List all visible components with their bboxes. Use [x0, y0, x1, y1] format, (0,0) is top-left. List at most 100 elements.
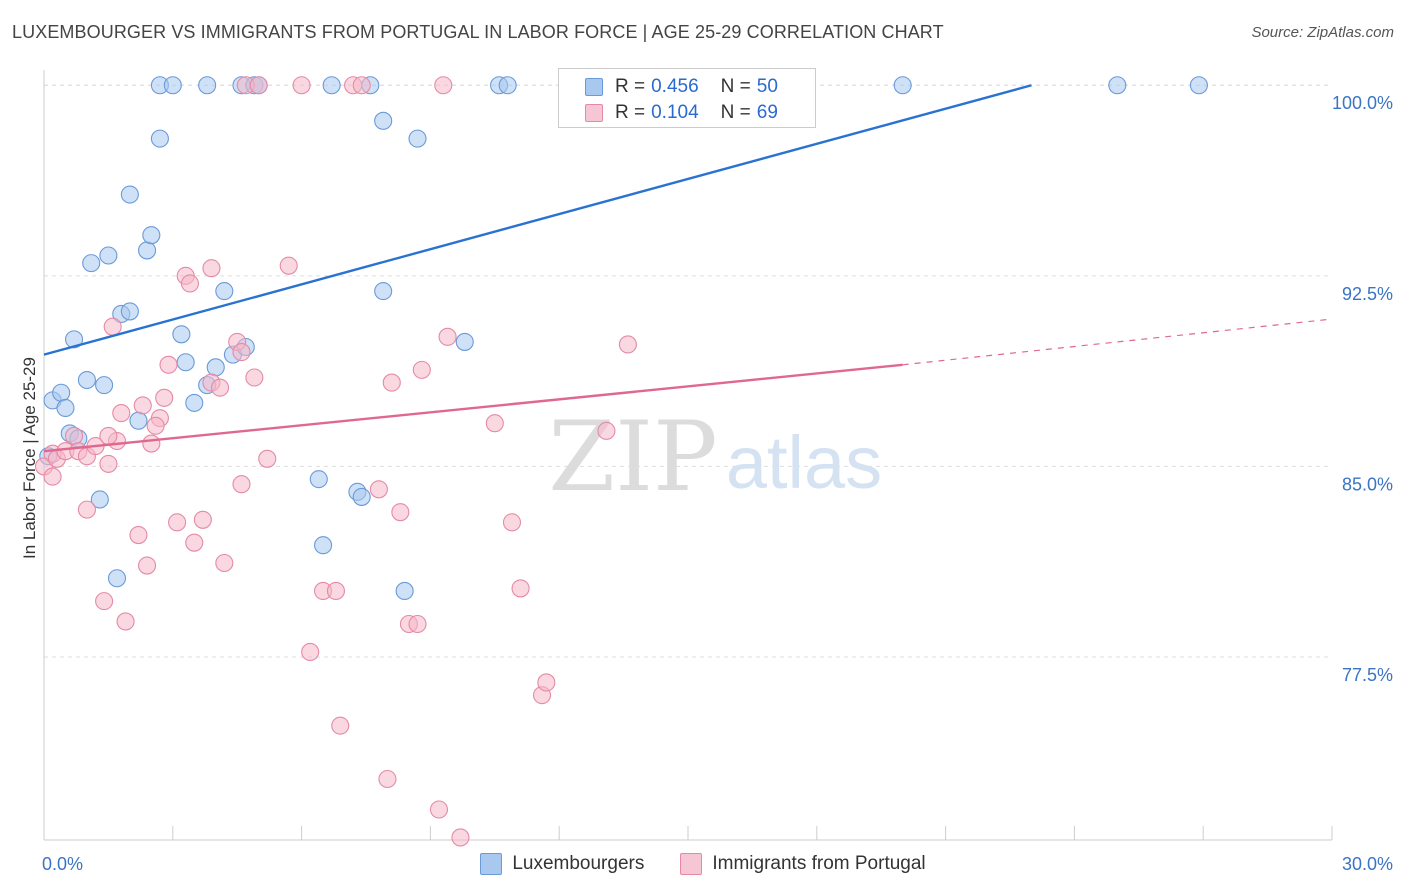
- legend-row-luxembourgers: R = 0.456 N = 50: [585, 75, 778, 99]
- point-luxembourgers: [206, 358, 225, 377]
- point-portugal: [180, 274, 200, 293]
- point-portugal: [103, 317, 122, 336]
- point-portugal: [232, 343, 251, 362]
- point-luxembourgers: [56, 398, 75, 418]
- point-luxembourgers: [185, 393, 204, 412]
- legend-stats: R = 0.456 N = 50 R = 0.104 N = 69: [558, 68, 816, 128]
- legend-row-portugal: R = 0.104 N = 69: [585, 101, 778, 125]
- point-portugal: [429, 800, 449, 819]
- point-luxembourgers: [198, 76, 217, 95]
- legend-swatch-pink: [680, 853, 703, 875]
- point-luxembourgers: [142, 226, 161, 245]
- point-portugal: [258, 449, 277, 468]
- grid-layer: [44, 84, 1332, 658]
- point-portugal: [43, 467, 62, 486]
- legend-n-value: 69: [756, 102, 778, 123]
- point-portugal: [249, 76, 268, 95]
- point-luxembourgers: [176, 353, 195, 372]
- chart-title: LUXEMBOURGER VS IMMIGRANTS FROM PORTUGAL…: [12, 22, 944, 42]
- x-tick-label-min: 0.0%: [42, 854, 83, 874]
- legend-n-label: N =: [720, 102, 751, 123]
- point-portugal: [95, 592, 114, 611]
- point-portugal: [301, 642, 320, 661]
- point-luxembourgers: [99, 246, 118, 265]
- point-portugal: [185, 533, 204, 552]
- point-portugal: [232, 475, 251, 494]
- points-layer: [34, 76, 1208, 847]
- point-portugal: [378, 769, 397, 789]
- watermark-zip: ZIP: [548, 401, 717, 513]
- point-portugal: [202, 259, 221, 278]
- point-luxembourgers: [129, 411, 148, 430]
- point-luxembourgers: [893, 76, 912, 95]
- legend-swatch-blue: [585, 78, 603, 96]
- point-portugal: [245, 368, 264, 387]
- legend-series: Luxembourgers Immigrants from Portugal: [0, 852, 1406, 876]
- point-luxembourgers: [82, 254, 101, 273]
- trend-line-extension: [902, 318, 1333, 366]
- legend-r-value: 0.104: [651, 102, 699, 123]
- point-portugal: [210, 378, 230, 397]
- point-luxembourgers: [314, 536, 333, 555]
- point-portugal: [292, 76, 311, 95]
- point-luxembourgers: [322, 76, 341, 95]
- point-portugal: [391, 503, 410, 522]
- point-portugal: [65, 426, 84, 445]
- point-portugal: [146, 416, 165, 435]
- trend-layer: [43, 84, 1333, 453]
- legend-r-label: R =: [615, 76, 646, 97]
- legend-n-label: N =: [720, 76, 751, 97]
- legend-item-portugal[interactable]: Immigrants from Portugal: [680, 853, 926, 875]
- point-luxembourgers: [455, 332, 474, 351]
- point-portugal: [434, 76, 453, 95]
- point-luxembourgers: [163, 76, 182, 95]
- legend-swatch-blue: [480, 853, 503, 875]
- point-portugal: [279, 256, 298, 275]
- legend-n-value: 50: [756, 76, 778, 97]
- point-portugal: [193, 510, 212, 529]
- point-portugal: [408, 614, 427, 634]
- x-tick-label-max: 30.0%: [1342, 854, 1393, 874]
- point-luxembourgers: [1189, 76, 1208, 95]
- point-portugal: [369, 480, 388, 499]
- point-portugal: [438, 327, 457, 346]
- point-luxembourgers: [352, 487, 371, 506]
- point-portugal: [99, 426, 118, 445]
- point-portugal: [112, 404, 131, 423]
- y-tick-label: 85.0%: [1342, 474, 1393, 494]
- point-portugal: [155, 388, 174, 407]
- point-portugal: [331, 716, 350, 735]
- point-luxembourgers: [395, 581, 414, 601]
- point-luxembourgers: [95, 376, 114, 395]
- point-luxembourgers: [150, 129, 169, 148]
- point-luxembourgers: [107, 569, 127, 588]
- trend-line-luxembourgers: [43, 84, 1032, 356]
- point-luxembourgers: [90, 490, 109, 509]
- legend-r-value: 0.456: [651, 76, 699, 97]
- point-portugal: [99, 454, 118, 473]
- point-portugal: [382, 373, 401, 392]
- point-luxembourgers: [52, 383, 71, 402]
- point-luxembourgers: [1108, 76, 1127, 95]
- point-portugal: [116, 612, 135, 631]
- legend-item-luxembourgers[interactable]: Luxembourgers: [480, 853, 644, 875]
- point-portugal: [502, 513, 522, 532]
- watermark-atlas: atlas: [726, 421, 882, 504]
- point-luxembourgers: [120, 302, 139, 321]
- point-portugal: [77, 500, 96, 519]
- legend-label: Luxembourgers: [512, 853, 645, 874]
- legend-swatch-pink: [585, 104, 603, 122]
- y-axis-label: In Labor Force | Age 25-29: [20, 357, 39, 559]
- y-tick-label: 100.0%: [1332, 93, 1393, 113]
- point-luxembourgers: [172, 325, 191, 344]
- legend-r-label: R =: [615, 102, 646, 123]
- point-portugal: [142, 434, 161, 453]
- tick-labels: 100.0% 92.5% 85.0% 77.5% 0.0% 30.0%: [42, 93, 1393, 874]
- point-luxembourgers: [408, 129, 427, 148]
- watermark: ZIP atlas: [548, 401, 882, 513]
- legend-label: Immigrants from Portugal: [712, 853, 926, 874]
- point-portugal: [485, 414, 504, 433]
- point-portugal: [326, 581, 345, 601]
- point-luxembourgers: [65, 330, 84, 349]
